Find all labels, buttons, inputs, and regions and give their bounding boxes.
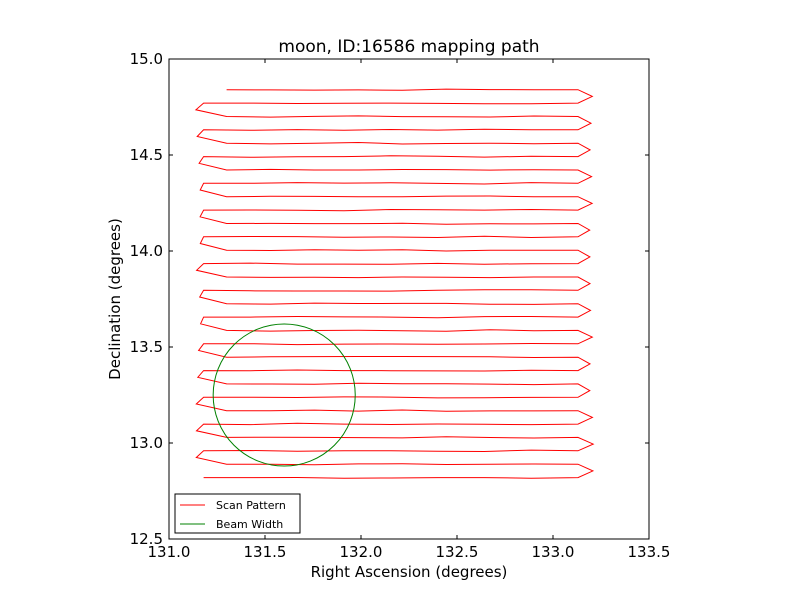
chart-title: moon, ID:16586 mapping path	[278, 37, 539, 57]
legend: Scan Pattern Beam Width	[174, 493, 301, 534]
y-tick-label: 13.5	[130, 338, 163, 356]
legend-label-beam-width: Beam Width	[216, 518, 283, 531]
legend-box	[174, 493, 301, 534]
x-tick-label: 131.5	[244, 543, 287, 561]
y-tick-label: 13.0	[130, 434, 163, 452]
x-tick-label: 133.0	[532, 543, 575, 561]
x-tick-label: 132.0	[340, 543, 383, 561]
x-tick-label: 133.5	[628, 543, 671, 561]
scan-pattern-line	[194, 88, 595, 479]
x-tick-label: 132.5	[436, 543, 479, 561]
axes-frame	[168, 58, 650, 540]
y-tick-label: 14.5	[130, 146, 163, 164]
y-tick-label: 12.5	[130, 530, 163, 548]
legend-label-scan-pattern: Scan Pattern	[216, 499, 286, 512]
y-tick-label: 15.0	[130, 50, 163, 68]
beam-width-circle	[212, 323, 356, 467]
axis-ticks: 131.0 131.5 132.0 132.5 133.0 133.5 12.5 13.0 13…	[130, 50, 671, 561]
x-axis-label: Right Ascension (degrees)	[311, 563, 508, 581]
plot-area	[194, 88, 595, 479]
x-tick-label: 131.0	[148, 543, 191, 561]
y-axis-label: Declination (degrees)	[106, 218, 124, 380]
y-tick-label: 14.0	[130, 242, 163, 260]
